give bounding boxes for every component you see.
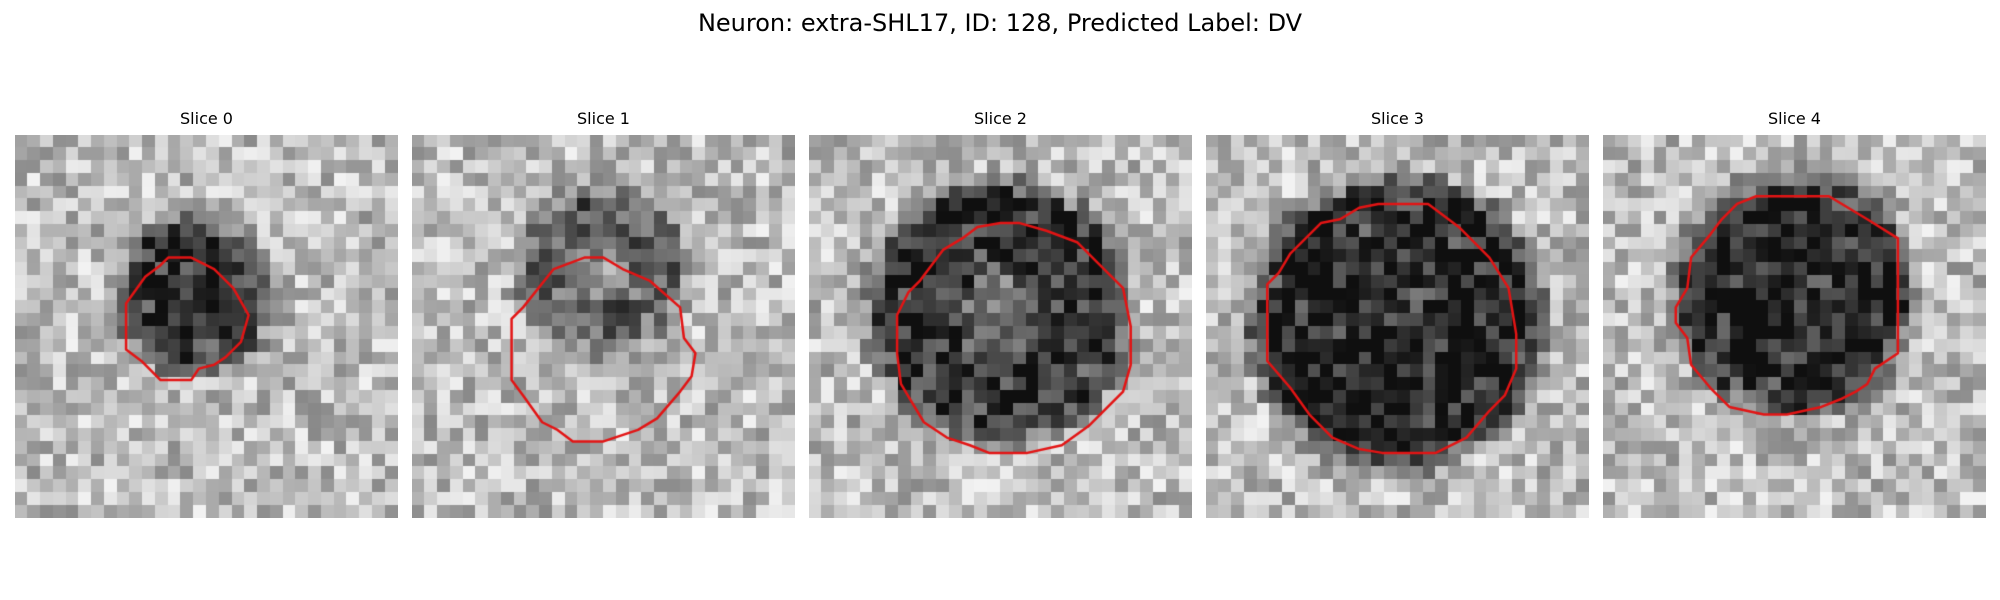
slice-image-3 <box>1206 135 1589 518</box>
slice-title-1: Slice 1 <box>577 109 630 128</box>
slice-title-3: Slice 3 <box>1371 109 1424 128</box>
slice-title-2: Slice 2 <box>974 109 1027 128</box>
slice-title-4: Slice 4 <box>1768 109 1821 128</box>
slice-title-0: Slice 0 <box>180 109 233 128</box>
slice-image-1 <box>412 135 795 518</box>
slice-image-4 <box>1603 135 1986 518</box>
figure-title: Neuron: extra-SHL17, ID: 128, Predicted … <box>697 9 1303 37</box>
slice-image-0 <box>15 135 398 518</box>
slice-image-2 <box>809 135 1192 518</box>
